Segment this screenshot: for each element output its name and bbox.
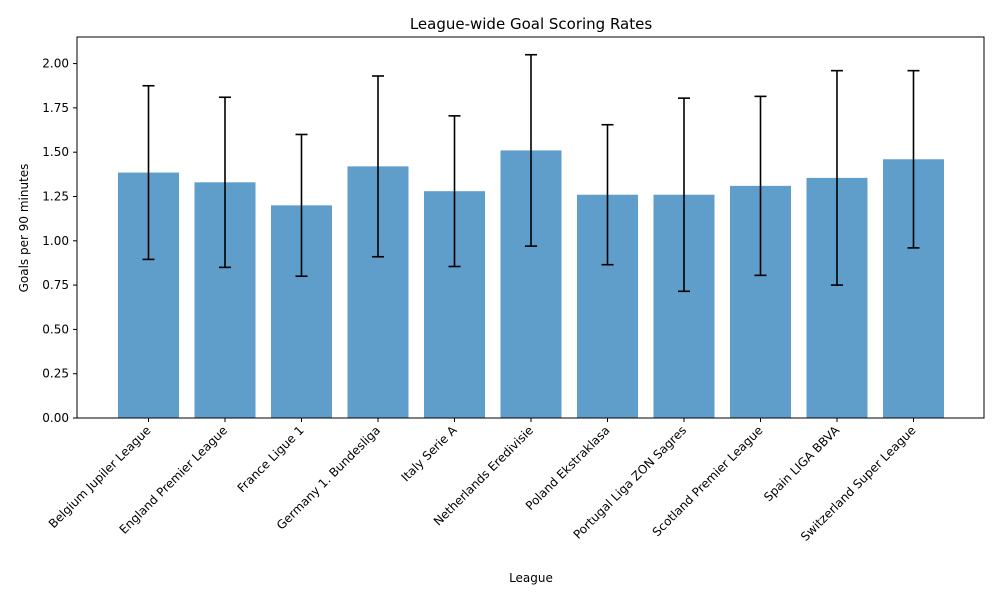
y-tick-label: 0.75 bbox=[42, 278, 69, 292]
y-axis-ticks: 0.00 0.25 0.50 0.75 1.00 1.25 1.50 1.75 2.00 bbox=[42, 57, 77, 425]
y-tick-label: 0.25 bbox=[42, 367, 69, 381]
bars-layer bbox=[118, 150, 944, 418]
chart-title: League-wide Goal Scoring Rates bbox=[410, 15, 653, 33]
y-tick-label: 1.50 bbox=[42, 145, 69, 159]
error-bar bbox=[754, 95, 767, 277]
error-bar bbox=[907, 69, 920, 249]
error-bar bbox=[219, 96, 231, 269]
error-bar bbox=[372, 75, 384, 258]
x-axis-label: League bbox=[509, 571, 553, 585]
error-bar bbox=[831, 69, 843, 286]
y-tick-label: 1.25 bbox=[42, 189, 69, 203]
y-tick-label: 0.00 bbox=[42, 411, 69, 425]
error-bar bbox=[525, 53, 537, 247]
error-bar bbox=[295, 133, 308, 278]
error-bar bbox=[142, 84, 155, 261]
error-bars-layer bbox=[142, 53, 920, 293]
y-tick-label: 1.75 bbox=[42, 101, 69, 115]
error-bar bbox=[601, 123, 614, 266]
error-bar bbox=[678, 97, 690, 293]
y-tick-label: 2.00 bbox=[42, 57, 69, 71]
y-tick-label: 0.50 bbox=[42, 322, 69, 336]
y-tick-label: 1.00 bbox=[42, 234, 69, 248]
error-bar bbox=[448, 115, 461, 268]
y-axis-label: Goals per 90 minutes bbox=[17, 164, 31, 293]
